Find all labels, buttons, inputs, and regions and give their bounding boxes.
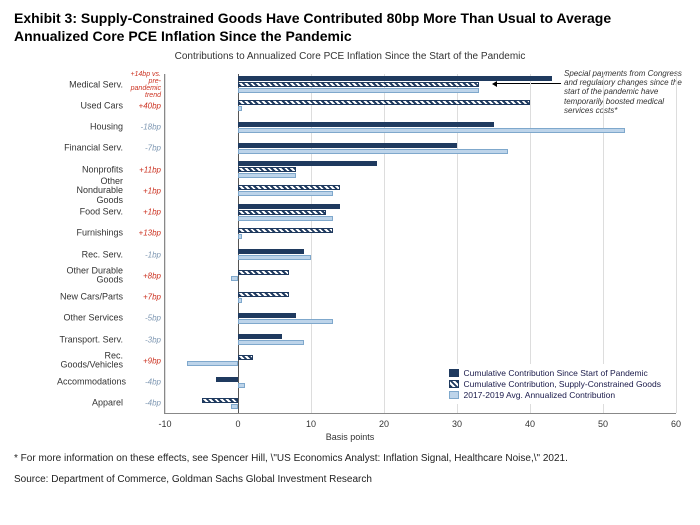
category-row: Food Serv.+1bp	[165, 202, 676, 223]
category-row: Nonprofits+11bp	[165, 159, 676, 180]
legend-item-light: 2017-2019 Avg. Annualized Contribution	[449, 390, 662, 400]
chart-area: Special payments from Congress and regul…	[14, 64, 686, 444]
bar-solid	[238, 204, 340, 209]
category-row: Other Nondurable Goods+1bp	[165, 180, 676, 201]
bar-light	[238, 88, 479, 93]
bar-light	[231, 276, 238, 281]
bar-hatch	[238, 100, 530, 105]
xaxis-title: Basis points	[326, 432, 375, 442]
swatch-light-icon	[449, 391, 459, 399]
xaxis-tick-label: -10	[158, 419, 171, 429]
bp-delta-label: -4bp	[145, 378, 165, 387]
bp-delta-label: +8bp	[143, 271, 165, 280]
bar-light	[187, 361, 238, 366]
bar-light	[238, 106, 242, 111]
bp-delta-label: +13bp	[139, 229, 165, 238]
legend-label: Cumulative Contribution, Supply-Constrai…	[464, 379, 662, 389]
legend-item-hatch: Cumulative Contribution, Supply-Constrai…	[449, 379, 662, 389]
plot-region: -100102030405060Medical Serv.+14bp vs. p…	[164, 74, 676, 414]
xaxis-tick-label: 30	[452, 419, 462, 429]
category-row: Medical Serv.+14bp vs. pre-pandemic tren…	[165, 74, 676, 95]
bar-light	[231, 404, 238, 409]
bp-delta-label: +9bp	[143, 356, 165, 365]
bp-delta-label: -1bp	[145, 250, 165, 259]
legend: Cumulative Contribution Since Start of P…	[444, 364, 667, 404]
bar-solid	[238, 76, 552, 81]
bp-delta-label: +7bp	[143, 293, 165, 302]
bp-delta-label: -7bp	[145, 144, 165, 153]
bp-delta-label: +1bp	[143, 208, 165, 217]
bar-solid	[238, 122, 494, 127]
xaxis-tick-label: 60	[671, 419, 681, 429]
legend-label: 2017-2019 Avg. Annualized Contribution	[464, 390, 616, 400]
gridline	[676, 74, 677, 413]
bar-solid	[238, 313, 296, 318]
bar-solid	[238, 143, 457, 148]
exhibit-title: Exhibit 3: Supply-Constrained Goods Have…	[14, 10, 686, 45]
swatch-solid-icon	[449, 369, 459, 377]
legend-item-solid: Cumulative Contribution Since Start of P…	[449, 368, 662, 378]
bar-hatch	[238, 210, 326, 215]
bar-solid	[216, 377, 238, 382]
xaxis-tick-label: 50	[598, 419, 608, 429]
bar-light	[238, 216, 333, 221]
bar-hatch	[238, 228, 333, 233]
bar-light	[238, 255, 311, 260]
bar-light	[238, 149, 508, 154]
bar-hatch	[238, 82, 479, 87]
bar-light	[238, 319, 333, 324]
bar-solid	[238, 334, 282, 339]
bar-solid	[238, 249, 304, 254]
category-row: Furnishings+13bp	[165, 223, 676, 244]
bp-delta-label: -5bp	[145, 314, 165, 323]
bar-light	[238, 298, 242, 303]
bp-delta-label: -3bp	[145, 335, 165, 344]
bar-solid	[238, 161, 377, 166]
source-line: Source: Department of Commerce, Goldman …	[14, 474, 686, 485]
bar-light	[238, 191, 333, 196]
bar-hatch	[202, 398, 239, 403]
category-row: Other Durable Goods+8bp	[165, 265, 676, 286]
category-row: Used Cars+40bp	[165, 95, 676, 116]
bar-light	[238, 340, 304, 345]
category-row: Other Services-5bp	[165, 308, 676, 329]
category-row: New Cars/Parts+7bp	[165, 287, 676, 308]
bar-hatch	[238, 355, 253, 360]
swatch-hatch-icon	[449, 380, 459, 388]
bp-delta-label: -18bp	[141, 123, 165, 132]
bp-delta-label: +11bp	[139, 165, 165, 174]
bp-delta-label: +14bp vs. pre-pandemic trend	[125, 71, 165, 99]
bar-hatch	[238, 270, 289, 275]
bp-delta-label: +40bp	[139, 101, 165, 110]
bar-hatch	[238, 292, 289, 297]
xaxis-tick-label: 20	[379, 419, 389, 429]
legend-label: Cumulative Contribution Since Start of P…	[464, 368, 648, 378]
chart-subtitle: Contributions to Annualized Core PCE Inf…	[14, 51, 686, 62]
category-row: Rec. Serv.-1bp	[165, 244, 676, 265]
category-row: Financial Serv.-7bp	[165, 138, 676, 159]
bar-hatch	[238, 185, 340, 190]
bp-delta-label: -4bp	[145, 399, 165, 408]
bar-hatch	[238, 167, 296, 172]
bar-light	[238, 128, 625, 133]
footnote: * For more information on these effects,…	[14, 452, 686, 466]
bp-delta-label: +1bp	[143, 186, 165, 195]
category-row: Housing-18bp	[165, 117, 676, 138]
category-row: Transport. Serv.-3bp	[165, 329, 676, 350]
xaxis-tick-label: 0	[235, 419, 240, 429]
xaxis-tick-label: 40	[525, 419, 535, 429]
bar-light	[238, 173, 296, 178]
bar-light	[238, 234, 242, 239]
xaxis-tick-label: 10	[306, 419, 316, 429]
bar-light	[238, 383, 245, 388]
